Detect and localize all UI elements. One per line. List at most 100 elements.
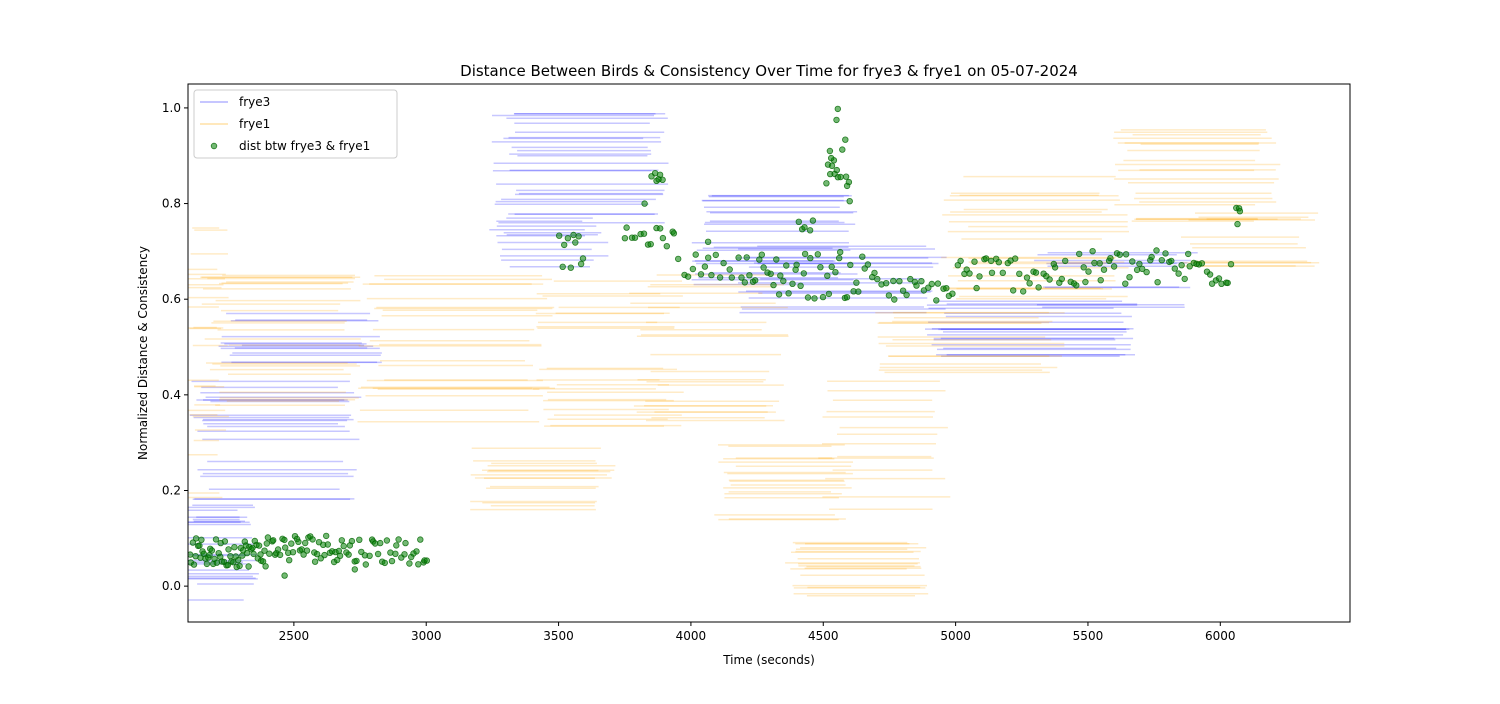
distance-point [708, 271, 715, 279]
distance-point [789, 280, 796, 287]
distance-point [213, 559, 220, 566]
distance-point [1097, 277, 1104, 284]
distance-point [712, 251, 719, 259]
x-tick-label: 4500 [808, 629, 839, 643]
distance-point [1148, 253, 1155, 261]
distance-point [281, 536, 288, 544]
x-axis-label: Time (seconds) [722, 653, 815, 667]
distance-point [705, 254, 712, 261]
distance-point [833, 116, 840, 124]
distance-point [374, 550, 382, 558]
distance-point [1153, 247, 1160, 254]
distance-point [1175, 270, 1182, 277]
distance-point [236, 562, 243, 570]
distance-point [383, 537, 391, 544]
distance-point [837, 173, 844, 181]
chart-title: Distance Between Birds & Consistency Ove… [460, 62, 1078, 80]
distance-point [999, 269, 1006, 276]
distance-point [231, 544, 238, 551]
distance-point [918, 278, 925, 285]
distance-point [1158, 257, 1165, 264]
distance-point [752, 277, 759, 284]
distance-point [1096, 260, 1103, 267]
distance-point [198, 536, 205, 543]
distance-point [270, 537, 277, 544]
distance-point [973, 284, 980, 292]
distance-point [1020, 288, 1027, 295]
x-tick-label: 5000 [940, 629, 971, 643]
distance-point [853, 279, 860, 286]
distance-point [1143, 268, 1150, 276]
distance-point [415, 561, 422, 568]
distance-point [1046, 276, 1053, 283]
distance-point [348, 537, 356, 545]
distance-point [814, 251, 821, 258]
distance-point [663, 242, 670, 250]
distance-point [859, 253, 866, 260]
distance-point [261, 547, 268, 554]
distance-point [988, 269, 996, 276]
distance-point [741, 279, 748, 286]
distance-point [1206, 271, 1214, 278]
distance-point [561, 241, 568, 249]
distance-point [995, 259, 1002, 266]
distance-point [843, 182, 851, 190]
distance-point [760, 264, 767, 271]
distance-point [351, 566, 358, 573]
distance-point [356, 536, 363, 543]
y-tick-label: 0.0 [162, 579, 181, 593]
distance-point [907, 275, 914, 283]
distance-point [828, 263, 835, 270]
x-tick-label: 6000 [1205, 629, 1236, 643]
distance-point [1168, 257, 1175, 265]
distance-point [780, 277, 787, 285]
distance-point [943, 285, 950, 292]
distance-point [701, 263, 709, 270]
distance-point [1073, 282, 1080, 289]
distance-point [1224, 279, 1231, 287]
distance-point [225, 546, 232, 553]
distance-point [1089, 247, 1096, 255]
distance-point [828, 154, 835, 162]
distance-point [1082, 278, 1089, 286]
distance-scatter-series [188, 105, 1244, 579]
distance-point [1184, 250, 1192, 258]
distance-point [684, 273, 692, 280]
distance-point [1181, 275, 1188, 283]
distance-point [1133, 266, 1141, 274]
distance-point [809, 217, 817, 224]
y-tick-label: 0.2 [162, 483, 181, 497]
legend-frye3-label: frye3 [239, 95, 270, 109]
legend-distance-label: dist btw frye3 & frye1 [239, 139, 370, 153]
distance-point [842, 173, 850, 180]
distance-point [1154, 279, 1161, 286]
distance-point [795, 218, 802, 225]
distance-point [345, 551, 352, 558]
distance-point [800, 270, 807, 277]
distance-point [819, 293, 827, 301]
distance-point [1010, 287, 1017, 294]
distance-point [839, 146, 846, 153]
distance-point [976, 273, 983, 280]
y-tick-label: 0.4 [162, 388, 181, 402]
distance-point [579, 255, 587, 262]
distance-point [243, 549, 251, 557]
distance-point [559, 263, 566, 270]
distance-point [1116, 251, 1123, 258]
plot-area [188, 105, 1320, 601]
distance-point [720, 259, 727, 267]
distance-point [656, 171, 664, 178]
distance-point [640, 230, 648, 237]
distance-point [1122, 251, 1130, 258]
distance-point [966, 270, 973, 277]
distance-point [716, 274, 724, 281]
distance-point [836, 254, 843, 262]
distance-point [842, 136, 849, 143]
distance-point [846, 197, 853, 205]
distance-point [1227, 261, 1235, 268]
distance-point [834, 105, 841, 113]
distance-point [423, 557, 430, 564]
distance-point [746, 272, 753, 279]
distance-point [212, 536, 220, 543]
distance-point [276, 551, 284, 559]
